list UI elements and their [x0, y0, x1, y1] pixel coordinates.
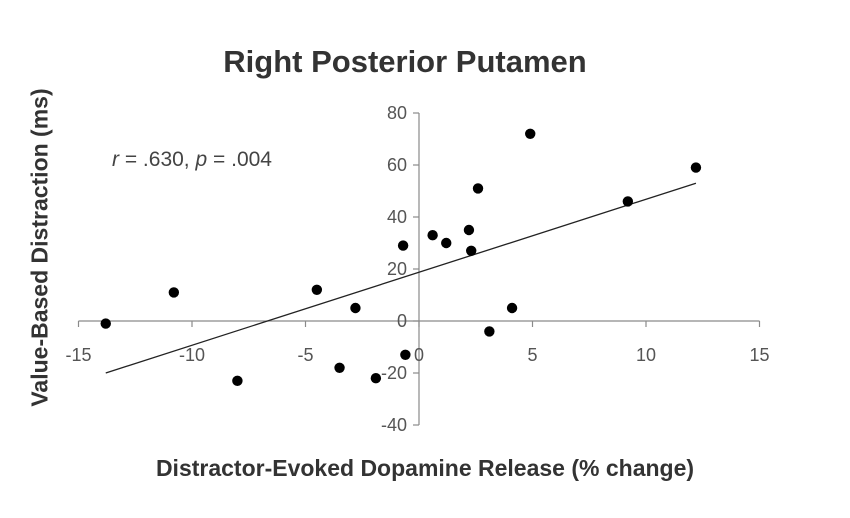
data-point: [506, 302, 518, 314]
data-point: [334, 362, 345, 373]
data-points: [100, 128, 702, 386]
data-point: [472, 183, 484, 194]
x-tick-label: 0: [414, 345, 424, 365]
data-point: [232, 375, 243, 386]
correlation-annotation: r = .630, p = .004: [112, 148, 272, 172]
x-tick-label: -10: [179, 345, 205, 365]
data-point: [484, 326, 495, 337]
data-point: [441, 237, 452, 249]
data-point: [463, 224, 475, 236]
data-point: [100, 318, 111, 329]
x-tick-label: -5: [297, 345, 313, 365]
y-tick-label: -40: [381, 415, 407, 435]
x-tick-label: 10: [636, 345, 656, 365]
data-point: [427, 230, 438, 241]
y-tick-label: 20: [387, 259, 407, 279]
data-point: [690, 162, 702, 173]
y-tick-label: 40: [387, 207, 407, 227]
data-point: [466, 245, 477, 256]
data-point: [350, 302, 361, 314]
data-point: [168, 287, 180, 298]
y-tick-label: 60: [387, 155, 407, 175]
data-point: [525, 128, 536, 139]
x-tick-label: 5: [527, 345, 537, 365]
axes: [77, 112, 761, 426]
p-symbol: p: [195, 148, 208, 171]
chart-title: Right Posterior Putamen: [223, 44, 587, 79]
x-axis-label: Distractor-Evoked Dopamine Release (% ch…: [155, 455, 695, 481]
trend-line: [105, 182, 697, 374]
data-point: [400, 349, 411, 360]
data-point: [622, 196, 634, 207]
p-value: = .004: [207, 148, 272, 171]
y-tick-label: -20: [381, 363, 407, 383]
x-tick-label: 15: [749, 345, 769, 365]
y-axis-label: Value-Based Distraction (ms): [26, 88, 53, 407]
data-point: [311, 284, 323, 295]
r-value: = .630,: [119, 148, 196, 171]
y-tick-label: 0: [397, 311, 407, 331]
tick-labels: -15 -10 -5 0 5 10 15 -40 -20 0 20 40 60 80: [65, 103, 769, 435]
y-tick-label: 80: [387, 103, 407, 123]
data-point: [397, 240, 409, 251]
x-tick-label: -15: [65, 345, 91, 365]
r-symbol: r: [112, 148, 119, 171]
data-point: [370, 373, 382, 384]
